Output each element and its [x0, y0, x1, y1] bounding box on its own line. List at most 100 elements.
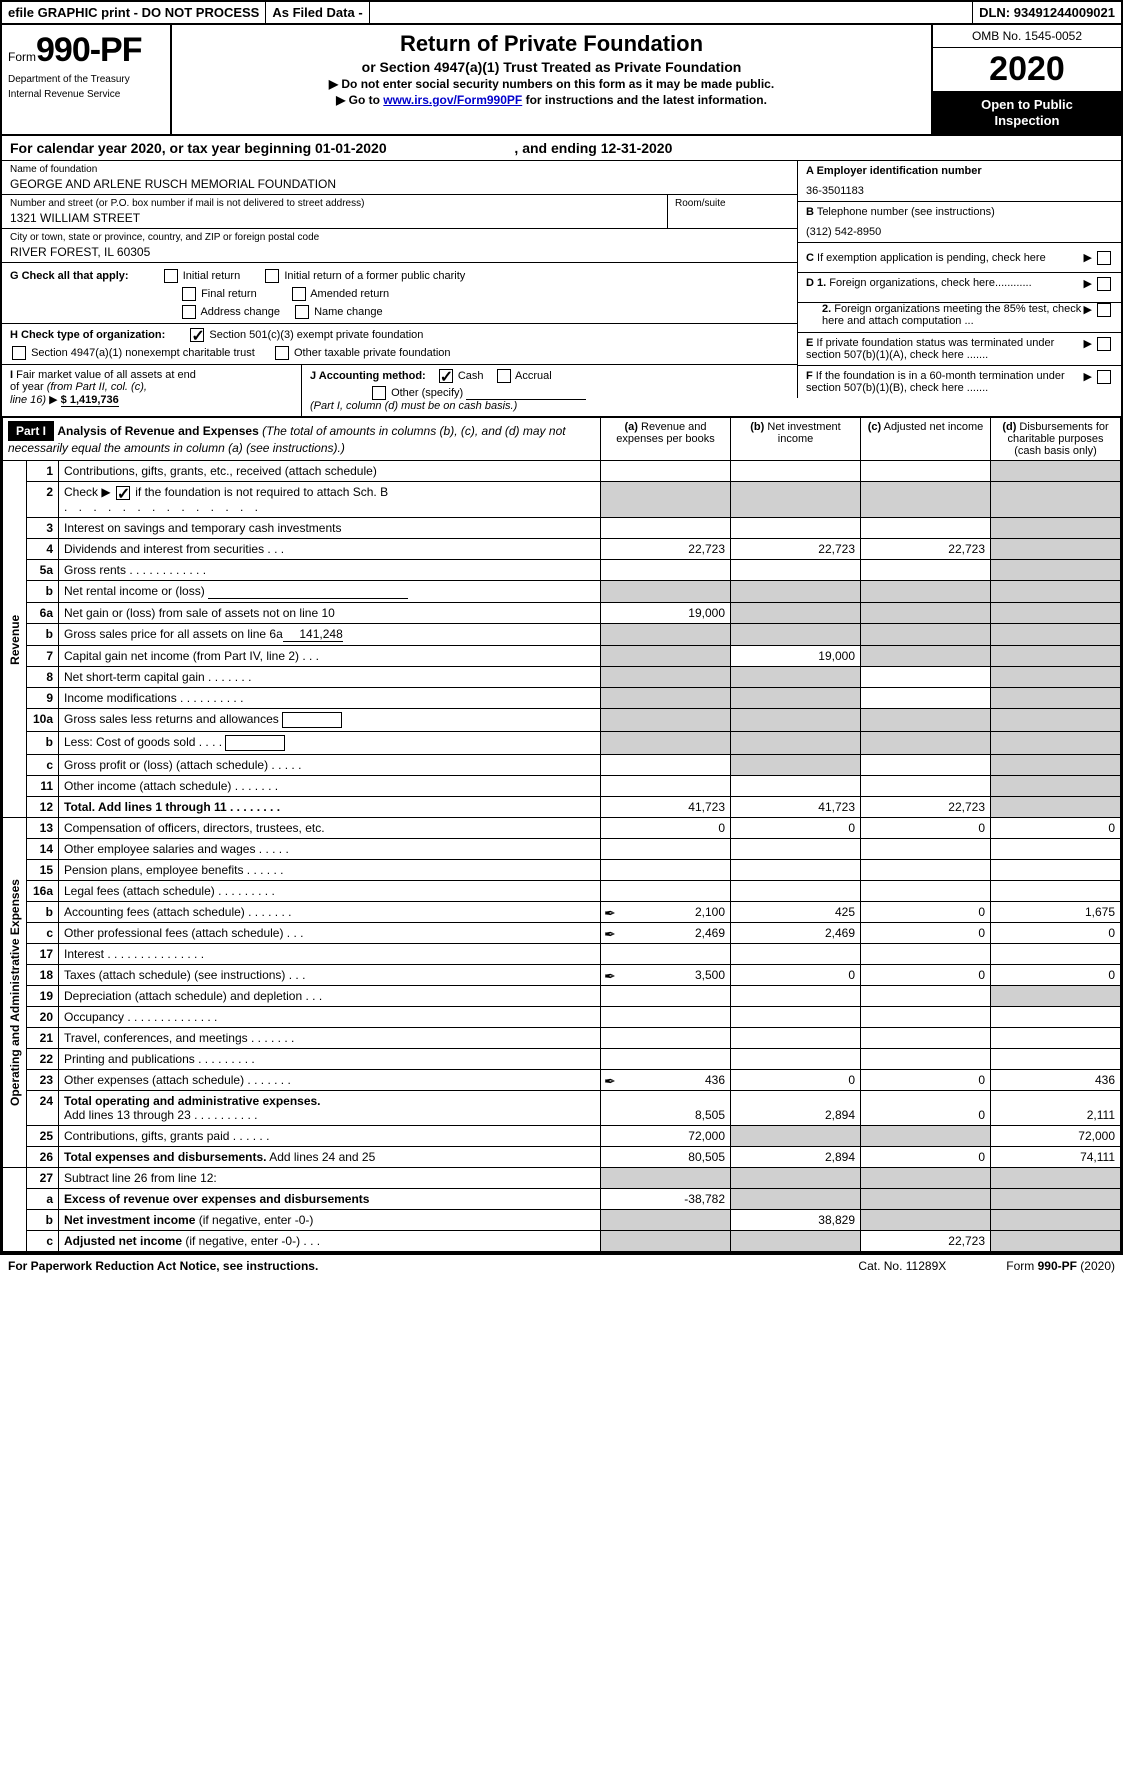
g-row: G Check all that apply: Initial return I… — [2, 263, 797, 324]
g-label: G Check all that apply: — [10, 270, 129, 282]
form-title: Return of Private Foundation — [182, 31, 921, 57]
g-opt-5: Name change — [314, 306, 383, 318]
r5a-desc: Gross rents . . . . . . . . . . . . — [59, 560, 601, 581]
r16c-a: ✒2,469 — [601, 923, 731, 944]
j-cash-checkbox[interactable] — [439, 369, 453, 383]
d1-checkbox[interactable] — [1097, 277, 1111, 291]
pen-icon[interactable]: ✒ — [604, 968, 616, 985]
g-final-return-checkbox[interactable] — [182, 287, 196, 301]
f-text: If the foundation is in a 60-month termi… — [806, 370, 1065, 394]
r12-desc: Total. Add lines 1 through 11 . . . . . … — [59, 797, 601, 818]
r4-no: 4 — [27, 539, 59, 560]
pen-icon[interactable]: ✒ — [604, 905, 616, 922]
city-label: City or town, state or province, country… — [10, 232, 789, 243]
r13-c: 0 — [861, 818, 991, 839]
r17-desc: Interest . . . . . . . . . . . . . . . — [59, 944, 601, 965]
e-lbl: E — [806, 337, 813, 349]
j-accrual-checkbox[interactable] — [497, 369, 511, 383]
r11-desc: Other income (attach schedule) . . . . .… — [59, 776, 601, 797]
g-initial-return-checkbox[interactable] — [164, 269, 178, 283]
r20-no: 20 — [27, 1007, 59, 1028]
r22-no: 22 — [27, 1049, 59, 1070]
f-checkbox[interactable] — [1097, 370, 1111, 384]
h-501c3-checkbox[interactable] — [190, 328, 204, 342]
c-row: C If exemption application is pending, c… — [797, 243, 1121, 273]
r7-no: 7 — [27, 646, 59, 667]
r23-a: ✒436 — [601, 1070, 731, 1091]
g-opt-2: Final return — [201, 288, 257, 300]
city-row: City or town, state or province, country… — [2, 229, 797, 263]
pen-icon[interactable]: ✒ — [604, 1073, 616, 1090]
g-opt-3: Amended return — [310, 288, 389, 300]
r27-desc: Subtract line 26 from line 12: — [59, 1168, 601, 1189]
d2-checkbox[interactable] — [1097, 303, 1111, 317]
r24-no: 24 — [27, 1091, 59, 1126]
r27b-b: 38,829 — [731, 1210, 861, 1231]
r6a-a: 19,000 — [601, 603, 731, 624]
r22-desc: Printing and publications . . . . . . . … — [59, 1049, 601, 1070]
calyear-mid: , and ending — [514, 140, 600, 156]
g-initial-former-checkbox[interactable] — [265, 269, 279, 283]
g-amended-checkbox[interactable] — [292, 287, 306, 301]
inst2-pre: ▶ Go to — [336, 93, 383, 107]
pen-icon[interactable]: ✒ — [604, 926, 616, 943]
h-other-checkbox[interactable] — [275, 346, 289, 360]
efile-label: efile GRAPHIC print - DO NOT PROCESS — [2, 2, 266, 23]
e-text: If private foundation status was termina… — [806, 337, 1054, 361]
g-opt-4: Address change — [200, 306, 280, 318]
form-header: Form990-PF Department of the Treasury In… — [2, 25, 1121, 136]
f-row: F If the foundation is in a 60-month ter… — [797, 366, 1121, 398]
r10b-desc: Less: Cost of goods sold . . . . — [59, 732, 601, 755]
r5b-desc: Net rental income or (loss) — [59, 581, 601, 603]
open2: Inspection — [935, 113, 1119, 129]
h-opt3: Other taxable private foundation — [294, 347, 451, 359]
g-name-change-checkbox[interactable] — [295, 305, 309, 319]
r16b-c: 0 — [861, 902, 991, 923]
r10c-desc: Gross profit or (loss) (attach schedule)… — [59, 755, 601, 776]
r2-desc: Check ▶ if the foundation is not require… — [59, 482, 601, 518]
form-prefix: Form — [8, 50, 36, 64]
name-label: Name of foundation — [10, 164, 789, 175]
e-checkbox[interactable] — [1097, 337, 1111, 351]
r24-d: 2,111 — [991, 1091, 1121, 1126]
r18-desc: Taxes (attach schedule) (see instruction… — [59, 965, 601, 986]
r27c-c: 22,723 — [861, 1231, 991, 1252]
r5a-no: 5a — [27, 560, 59, 581]
r26-no: 26 — [27, 1147, 59, 1168]
g-opt-0: Initial return — [183, 270, 240, 282]
r24-b: 2,894 — [731, 1091, 861, 1126]
tax-year: 2020 — [933, 48, 1121, 91]
r2-checkbox[interactable] — [116, 486, 130, 500]
h-4947-checkbox[interactable] — [12, 346, 26, 360]
r13-b: 0 — [731, 818, 861, 839]
r10a-desc: Gross sales less returns and allowances — [59, 709, 601, 732]
r25-a: 72,000 — [601, 1126, 731, 1147]
part1-header: Part I — [8, 421, 54, 441]
r18-a: ✒3,500 — [601, 965, 731, 986]
revenue-side-label: Revenue — [3, 461, 27, 818]
c-checkbox[interactable] — [1097, 251, 1111, 265]
dept-treasury: Department of the Treasury — [8, 74, 164, 85]
r16a-desc: Legal fees (attach schedule) . . . . . .… — [59, 881, 601, 902]
r13-desc: Compensation of officers, directors, tru… — [59, 818, 601, 839]
r12-no: 12 — [27, 797, 59, 818]
d2-row: 2. Foreign organizations meeting the 85%… — [797, 303, 1121, 333]
part1-title: Analysis of Revenue and Expenses — [57, 424, 258, 438]
a-label: A Employer identification number — [806, 165, 1113, 177]
r18-d: 0 — [991, 965, 1121, 986]
header-left: Form990-PF Department of the Treasury In… — [2, 25, 172, 134]
h-opt2: Section 4947(a)(1) nonexempt charitable … — [31, 347, 255, 359]
city-state-zip: RIVER FOREST, IL 60305 — [10, 243, 789, 259]
r8-no: 8 — [27, 667, 59, 688]
r27a-desc: Excess of revenue over expenses and disb… — [59, 1189, 601, 1210]
r18-b: 0 — [731, 965, 861, 986]
j-other-checkbox[interactable] — [372, 386, 386, 400]
r10c-no: c — [27, 755, 59, 776]
g-address-change-checkbox[interactable] — [182, 305, 196, 319]
h-opt1: Section 501(c)(3) exempt private foundat… — [209, 329, 423, 341]
ij-row: I Fair market value of all assets at end… — [2, 365, 797, 416]
foundation-name: GEORGE AND ARLENE RUSCH MEMORIAL FOUNDAT… — [10, 175, 789, 191]
address-row: Number and street (or P.O. box number if… — [2, 195, 797, 229]
irs-link[interactable]: www.irs.gov/Form990PF — [383, 93, 522, 107]
inst2-post: for instructions and the latest informat… — [522, 93, 767, 107]
